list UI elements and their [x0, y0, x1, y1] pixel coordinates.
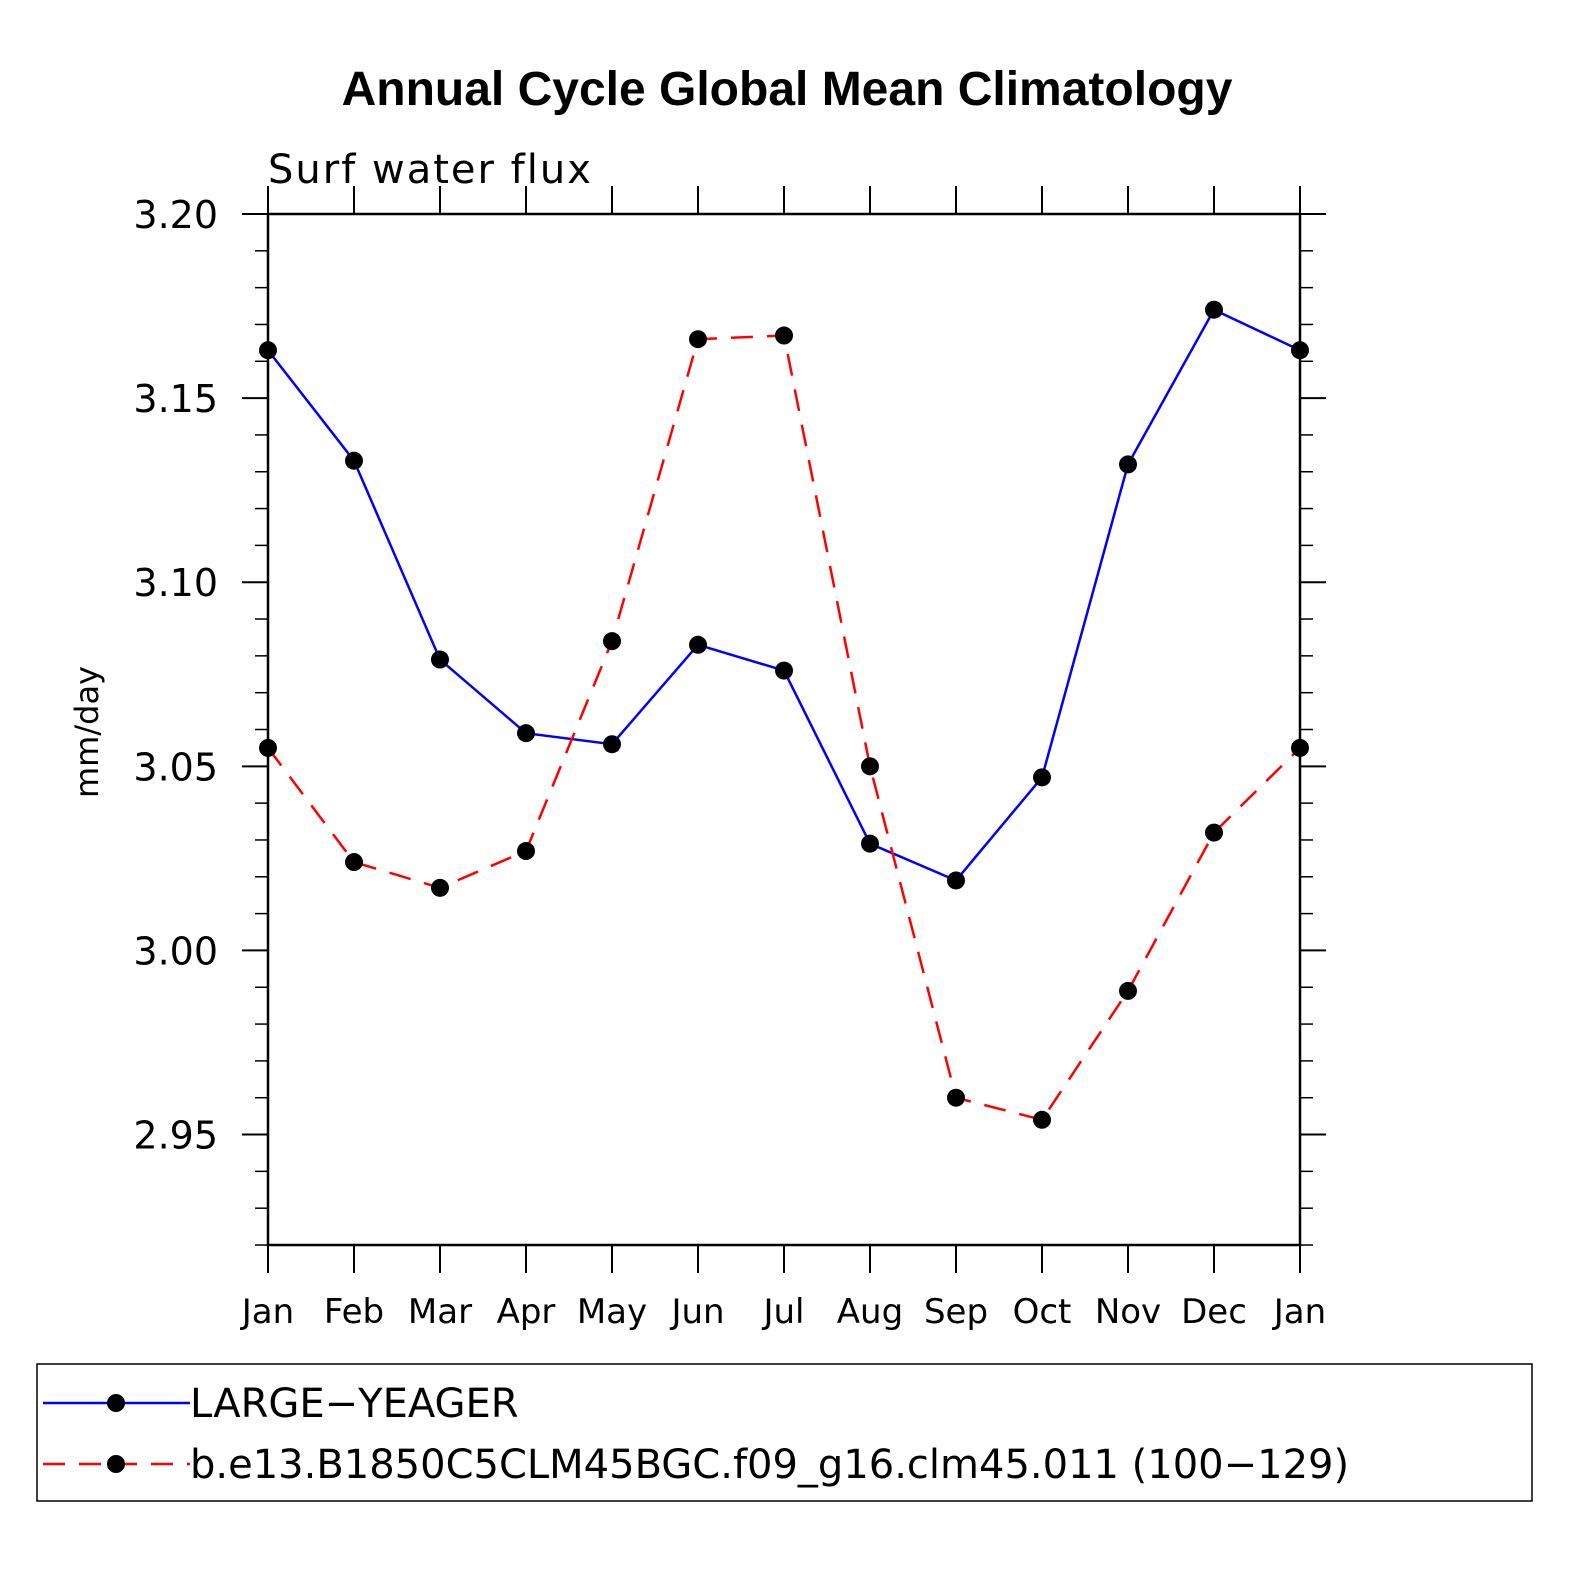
series-1-point	[947, 871, 965, 890]
x-tick-label: Sep	[924, 1292, 988, 1332]
x-tick-label: Feb	[324, 1292, 384, 1332]
x-tick-label: Jul	[761, 1292, 804, 1332]
series-1-point	[431, 650, 449, 669]
series-1-point	[861, 834, 879, 853]
x-tick-label: Jan	[1272, 1292, 1326, 1332]
legend-marker-1	[107, 1394, 125, 1412]
axes: 2.95 3.00 3.05 3.10 3.15 3.20 Jan Feb Mar Apr May J…	[133, 186, 1326, 1332]
x-tick-label: Nov	[1095, 1292, 1161, 1332]
legend-label-2: b.e13.B1850C5CLM45BGC.f09_g16.clm45.011 …	[190, 1442, 1349, 1488]
y-tick-label: 3.05	[133, 745, 218, 789]
y-tick-label: 3.20	[133, 193, 218, 237]
y-tick-label: 2.95	[133, 1114, 218, 1158]
chart-title: Annual Cycle Global Mean Climatology	[342, 63, 1233, 116]
series-2-point	[1033, 1110, 1051, 1129]
y-axis-label: mm/day	[68, 666, 106, 798]
series-1-point	[689, 635, 707, 654]
legend-label-1: LARGE−YEAGER	[190, 1381, 519, 1427]
series-line-2	[267, 334, 1301, 1122]
x-tick-label: Jan	[240, 1292, 294, 1332]
series-2-point	[603, 632, 621, 651]
plot-frame	[266, 212, 1302, 1247]
y-tick-label: 3.00	[133, 929, 218, 973]
legend-box	[36, 1363, 1533, 1502]
series-line-1	[267, 308, 1301, 882]
series-1-point	[517, 724, 535, 743]
legend: LARGE−YEAGER b.e13.B1850C5CLM45BGC.f09_g…	[36, 1363, 1533, 1502]
chart-subtitle: Surf water flux	[268, 147, 593, 193]
series-2-point	[431, 878, 449, 897]
series-2-point	[947, 1088, 965, 1107]
series-1-point	[1119, 455, 1137, 474]
series-2-point	[861, 757, 879, 776]
series-2-point	[689, 330, 707, 349]
series-2-point	[1119, 981, 1137, 1000]
legend-marker-2	[107, 1455, 125, 1473]
series-1-point	[1033, 768, 1051, 787]
series-2-point	[1205, 823, 1223, 842]
series-2-point	[775, 326, 793, 345]
x-tick-label: Apr	[497, 1292, 556, 1332]
x-tick-label: Oct	[1013, 1292, 1072, 1332]
series-layer	[259, 300, 1309, 1129]
y-tick-label: 3.15	[133, 377, 218, 421]
series-1-point	[345, 451, 363, 470]
series-1-point	[603, 735, 621, 754]
series-1-point	[1205, 300, 1223, 319]
x-tick-label: May	[577, 1292, 647, 1332]
series-2-point	[345, 853, 363, 872]
x-tick-label: Mar	[408, 1292, 472, 1332]
series-1-point	[775, 661, 793, 680]
x-tick-label: Jun	[669, 1292, 724, 1332]
x-tick-label: Dec	[1181, 1292, 1247, 1332]
x-tick-label: Aug	[837, 1292, 903, 1332]
y-tick-label: 3.10	[133, 561, 218, 605]
series-2-point	[517, 842, 535, 861]
